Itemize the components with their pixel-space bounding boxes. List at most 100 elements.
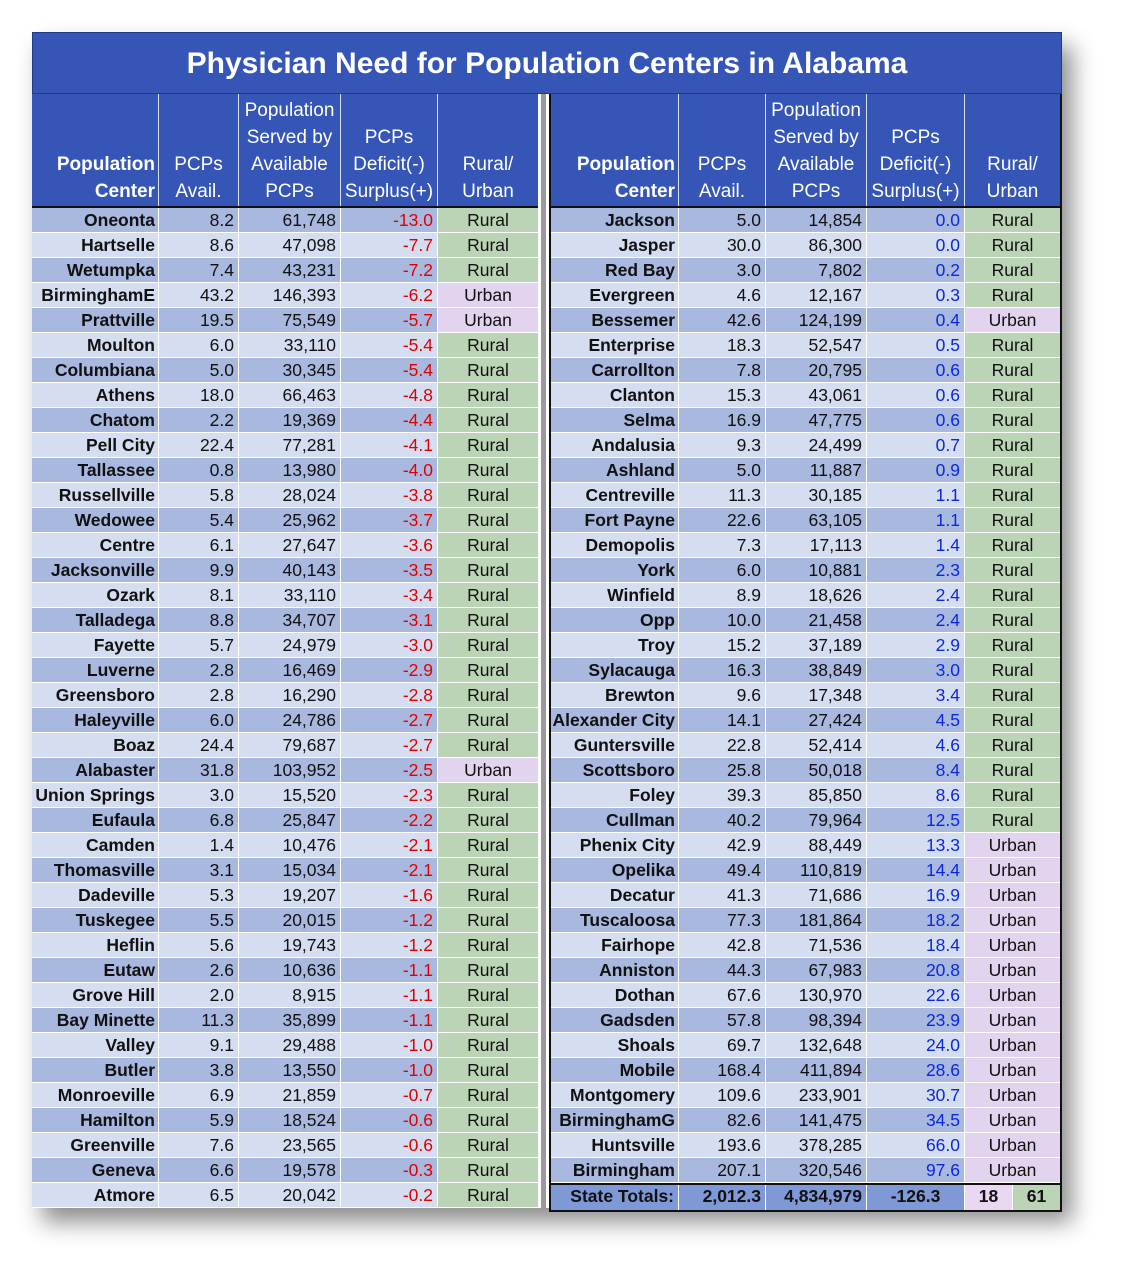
pcps-avail-cell: 25.8 xyxy=(678,758,765,783)
pcps-avail-cell: 2.2 xyxy=(158,408,238,433)
pcps-avail-cell: 7.8 xyxy=(678,358,765,383)
pcps-avail-cell: 207.1 xyxy=(678,1158,765,1183)
rural-urban-cell: Rural xyxy=(437,508,538,533)
deficit-surplus-cell: 4.6 xyxy=(866,733,964,758)
deficit-surplus-cell: 8.4 xyxy=(866,758,964,783)
rural-urban-cell: Rural xyxy=(964,333,1060,358)
population-center-cell: Guntersville xyxy=(551,733,678,758)
deficit-surplus-cell: 24.0 xyxy=(866,1033,964,1058)
table-row: Moulton 6.0 33,110 -5.4 Rural xyxy=(32,333,538,358)
table-row: Wedowee 5.4 25,962 -3.7 Rural xyxy=(32,508,538,533)
deficit-surplus-cell: 34.5 xyxy=(866,1108,964,1133)
rural-urban-cell: Rural xyxy=(437,858,538,883)
rural-urban-cell: Rural xyxy=(964,208,1060,233)
state-totals-row: State Totals: 2,012.3 4,834,979 -126.3 1… xyxy=(551,1183,1060,1210)
population-center-cell: Cullman xyxy=(551,808,678,833)
rural-urban-cell: Rural xyxy=(964,758,1060,783)
rural-urban-cell: Urban xyxy=(964,833,1060,858)
table-row: Opelika 49.4 110,819 14.4 Urban xyxy=(551,858,1060,883)
pcps-avail-cell: 42.9 xyxy=(678,833,765,858)
pcps-avail-cell: 67.6 xyxy=(678,983,765,1008)
table-row: Boaz 24.4 79,687 -2.7 Rural xyxy=(32,733,538,758)
population-center-cell: Bessemer xyxy=(551,308,678,333)
population-center-cell: Talladega xyxy=(32,608,158,633)
rural-urban-cell: Rural xyxy=(964,558,1060,583)
table-row: Greensboro 2.8 16,290 -2.8 Rural xyxy=(32,683,538,708)
rural-urban-cell: Rural xyxy=(964,683,1060,708)
pcps-avail-cell: 18.3 xyxy=(678,333,765,358)
population-center-cell: Hamilton xyxy=(32,1108,158,1133)
table-row: Opp 10.0 21,458 2.4 Rural xyxy=(551,608,1060,633)
table-row: Tuskegee 5.5 20,015 -1.2 Rural xyxy=(32,908,538,933)
population-center-cell: Bay Minette xyxy=(32,1008,158,1033)
population-served-cell: 7,802 xyxy=(765,258,866,283)
rural-urban-cell: Rural xyxy=(437,1108,538,1133)
rural-urban-cell: Urban xyxy=(437,283,538,308)
deficit-surplus-cell: 18.4 xyxy=(866,933,964,958)
population-center-cell: Eutaw xyxy=(32,958,158,983)
pcps-avail-cell: 7.4 xyxy=(158,258,238,283)
table-row: Chatom 2.2 19,369 -4.4 Rural xyxy=(32,408,538,433)
rural-urban-cell: Rural xyxy=(437,258,538,283)
population-center-cell: Wetumpka xyxy=(32,258,158,283)
deficit-surplus-cell: 0.0 xyxy=(866,233,964,258)
pcps-avail-cell: 9.3 xyxy=(678,433,765,458)
table-row: Hartselle 8.6 47,098 -7.7 Rural xyxy=(32,233,538,258)
rural-urban-cell: Urban xyxy=(964,933,1060,958)
pcps-avail-cell: 8.2 xyxy=(158,208,238,233)
table-row: Haleyville 6.0 24,786 -2.7 Rural xyxy=(32,708,538,733)
pcps-avail-cell: 6.0 xyxy=(678,558,765,583)
population-served-cell: 47,098 xyxy=(238,233,340,258)
table-divider xyxy=(538,94,549,1208)
population-center-cell: Clanton xyxy=(551,383,678,408)
population-served-cell: 378,285 xyxy=(765,1133,866,1158)
table-row: York 6.0 10,881 2.3 Rural xyxy=(551,558,1060,583)
population-served-cell: 15,520 xyxy=(238,783,340,808)
table-row: Oneonta 8.2 61,748 -13.0 Rural xyxy=(32,208,538,233)
population-served-cell: 411,894 xyxy=(765,1058,866,1083)
population-center-cell: Monroeville xyxy=(32,1083,158,1108)
pcps-avail-cell: 9.1 xyxy=(158,1033,238,1058)
deficit-surplus-cell: 23.9 xyxy=(866,1008,964,1033)
population-center-cell: Butler xyxy=(32,1058,158,1083)
population-served-cell: 23,565 xyxy=(238,1133,340,1158)
deficit-surplus-cell: 97.6 xyxy=(866,1158,964,1183)
table-row: Ashland 5.0 11,887 0.9 Rural xyxy=(551,458,1060,483)
rural-urban-cell: Rural xyxy=(964,258,1060,283)
rural-urban-cell: Rural xyxy=(964,658,1060,683)
deficit-surplus-cell: 0.3 xyxy=(866,283,964,308)
pcps-avail-cell: 7.3 xyxy=(678,533,765,558)
pcps-avail-cell: 77.3 xyxy=(678,908,765,933)
table-row: Atmore 6.5 20,042 -0.2 Rural xyxy=(32,1183,538,1208)
rural-urban-cell: Rural xyxy=(437,1083,538,1108)
rural-urban-cell: Urban xyxy=(964,1158,1060,1183)
deficit-surplus-cell: -1.6 xyxy=(340,883,437,908)
table-row: Bay Minette 11.3 35,899 -1.1 Rural xyxy=(32,1008,538,1033)
population-served-cell: 67,983 xyxy=(765,958,866,983)
rural-urban-cell: Rural xyxy=(437,483,538,508)
left-header-row: Population Center PCPs Avail. Population… xyxy=(32,94,538,208)
rural-urban-cell: Urban xyxy=(964,1058,1060,1083)
table-row: Jacksonville 9.9 40,143 -3.5 Rural xyxy=(32,558,538,583)
table-row: Heflin 5.6 19,743 -1.2 Rural xyxy=(32,933,538,958)
pcps-avail-cell: 42.8 xyxy=(678,933,765,958)
population-center-cell: York xyxy=(551,558,678,583)
pcps-avail-cell: 2.0 xyxy=(158,983,238,1008)
population-served-cell: 10,476 xyxy=(238,833,340,858)
deficit-surplus-cell: 2.3 xyxy=(866,558,964,583)
table-row: Guntersville 22.8 52,414 4.6 Rural xyxy=(551,733,1060,758)
population-center-cell: Mobile xyxy=(551,1058,678,1083)
population-served-cell: 33,110 xyxy=(238,583,340,608)
pcps-avail-cell: 39.3 xyxy=(678,783,765,808)
table-row: Sylacauga 16.3 38,849 3.0 Rural xyxy=(551,658,1060,683)
rural-urban-cell: Rural xyxy=(964,708,1060,733)
table-row: Carrollton 7.8 20,795 0.6 Rural xyxy=(551,358,1060,383)
population-served-cell: 130,970 xyxy=(765,983,866,1008)
deficit-surplus-cell: -2.1 xyxy=(340,858,437,883)
population-served-cell: 61,748 xyxy=(238,208,340,233)
deficit-surplus-cell: 0.6 xyxy=(866,358,964,383)
deficit-surplus-cell: -1.1 xyxy=(340,958,437,983)
population-center-cell: Decatur xyxy=(551,883,678,908)
deficit-surplus-cell: -2.8 xyxy=(340,683,437,708)
population-center-cell: Greensboro xyxy=(32,683,158,708)
